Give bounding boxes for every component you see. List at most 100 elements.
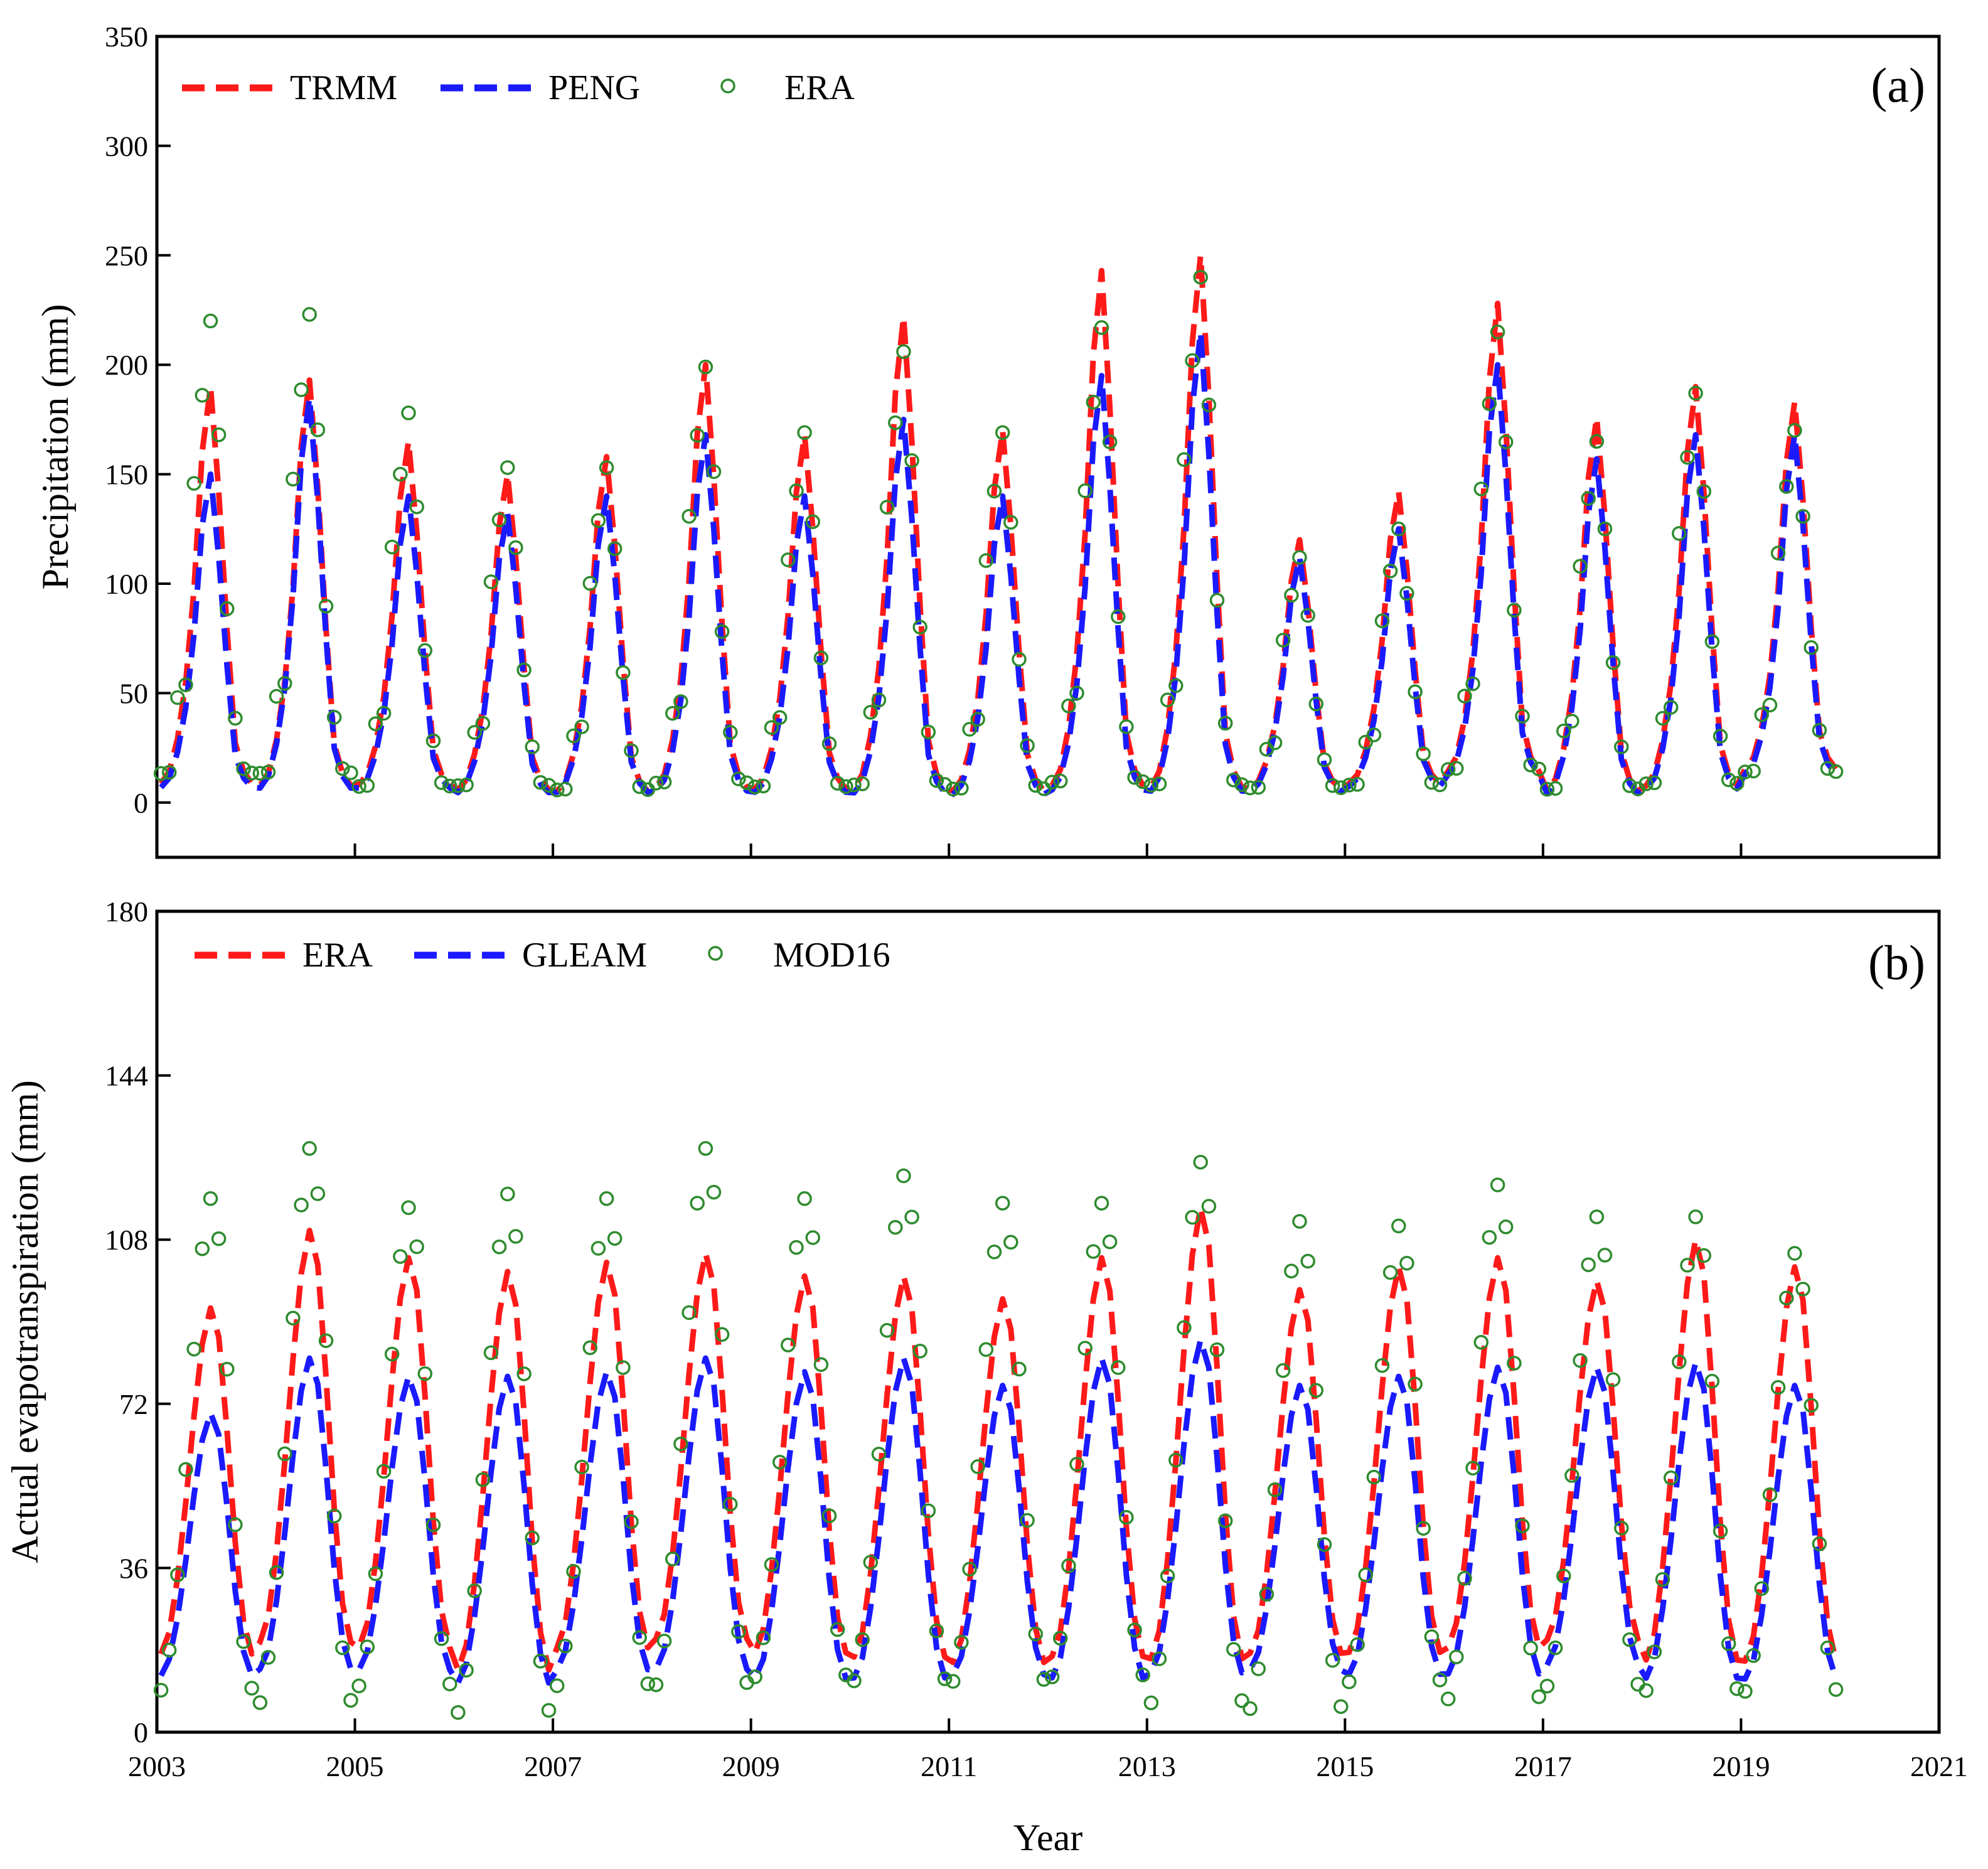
mod16-point (1086, 1244, 1101, 1259)
panel-b-frame (155, 909, 1941, 1734)
mod16-point (277, 1446, 292, 1462)
x-axis-ticks: 2003 2005 2007 2009 2011 2013 2015 2017 2019 2021 (128, 1750, 1968, 1782)
mod16-point (921, 1503, 936, 1518)
mod16-point (599, 1191, 614, 1206)
mod16-point (690, 1196, 705, 1211)
mod16-point (1804, 1398, 1819, 1413)
panel-b-legend: ERA GLEAM MOD16 (195, 936, 890, 975)
era-point (491, 512, 507, 528)
era-point (747, 779, 762, 795)
x-tick-label: 2013 (1118, 1750, 1176, 1782)
mod16-point (1754, 1581, 1770, 1596)
era-point (921, 724, 936, 740)
mod16-point (986, 1245, 1002, 1260)
mod16-point (1226, 1642, 1241, 1657)
mod16-point (1713, 1523, 1728, 1539)
era-point (888, 415, 903, 431)
mod16-point (1061, 1558, 1076, 1573)
era-point (978, 553, 994, 568)
era-point (1284, 587, 1299, 603)
mod16-point (1012, 1361, 1027, 1377)
era-point (170, 690, 185, 705)
y-tick-label: 180 (105, 896, 148, 928)
era-point (1490, 324, 1505, 340)
mod16-point (417, 1366, 433, 1381)
era-point (1061, 699, 1076, 714)
legend-mod16-label: MOD16 (773, 936, 890, 975)
era-point (1391, 522, 1406, 537)
era-point (203, 313, 218, 329)
era-point (1704, 634, 1720, 650)
mod16-point (1672, 1354, 1687, 1369)
mod16-point (425, 1517, 441, 1533)
x-tick-label: 2021 (1910, 1750, 1968, 1782)
mod16-point (1812, 1536, 1827, 1551)
mod16-point (1581, 1257, 1596, 1272)
mod16-point (1597, 1248, 1613, 1263)
era-point (1127, 770, 1142, 785)
mod16-point (797, 1191, 812, 1206)
mod16-point (1077, 1341, 1093, 1356)
mod16-point (170, 1567, 185, 1583)
era-point (376, 705, 392, 721)
era-point (401, 405, 416, 420)
era-point (1012, 651, 1027, 667)
mod16-point (1539, 1678, 1555, 1694)
mod16-point (1704, 1374, 1720, 1389)
mod16-point (1292, 1214, 1307, 1229)
mod16-point (1193, 1154, 1208, 1170)
mod16-point (302, 1141, 317, 1156)
mod16-point (1490, 1177, 1505, 1192)
mod16-point (1052, 1631, 1068, 1646)
mod16-point (1317, 1537, 1332, 1552)
y-tick-label: 350 (105, 21, 148, 53)
era-point (1193, 269, 1208, 285)
era-point (244, 765, 259, 781)
mod16-point (1746, 1648, 1761, 1663)
era-point (1762, 697, 1778, 713)
mod16-point (343, 1693, 358, 1708)
era-point (1770, 545, 1786, 560)
mod16-point (186, 1341, 201, 1357)
mod16-point (888, 1219, 903, 1235)
era-point (220, 601, 235, 616)
era-point (541, 778, 557, 793)
era-point (632, 779, 647, 795)
era-point (1547, 781, 1563, 796)
era-point (607, 541, 623, 557)
mod16-point (681, 1305, 697, 1320)
legend-trmm-label: TRMM (290, 68, 397, 107)
era-point (1168, 678, 1184, 694)
era-point (451, 778, 466, 793)
x-tick-label: 2019 (1712, 1750, 1770, 1782)
era-point (1333, 780, 1349, 795)
mod16-point (582, 1340, 598, 1356)
mod16-point (1424, 1629, 1440, 1644)
mod16-point (1547, 1640, 1563, 1656)
mod16-point (1044, 1669, 1060, 1684)
era-point (1465, 676, 1480, 692)
era-point (1655, 710, 1670, 726)
era-point (1399, 586, 1414, 601)
mod16-point (747, 1669, 762, 1684)
mod16-point (731, 1624, 746, 1639)
mod16-point (1102, 1234, 1118, 1250)
mod16-point (1408, 1376, 1423, 1392)
mod16-point (228, 1517, 243, 1533)
mod16-point (830, 1622, 845, 1637)
mod16-point (995, 1196, 1010, 1211)
era-point (764, 720, 779, 735)
y-tick-label: 50 (119, 677, 148, 709)
mod16-point (1028, 1626, 1044, 1642)
era-point (1507, 602, 1522, 618)
mod16-point (558, 1638, 573, 1654)
mod16-point (624, 1514, 639, 1529)
mod16-point (1605, 1372, 1621, 1388)
mod16-point (483, 1345, 499, 1361)
x-tick-label: 2017 (1514, 1750, 1572, 1782)
era-point (1119, 719, 1134, 734)
mod16-point (904, 1209, 919, 1224)
y-tick-label: 72 (119, 1388, 148, 1420)
mod16-point (714, 1327, 730, 1342)
mod16-point (442, 1676, 457, 1691)
